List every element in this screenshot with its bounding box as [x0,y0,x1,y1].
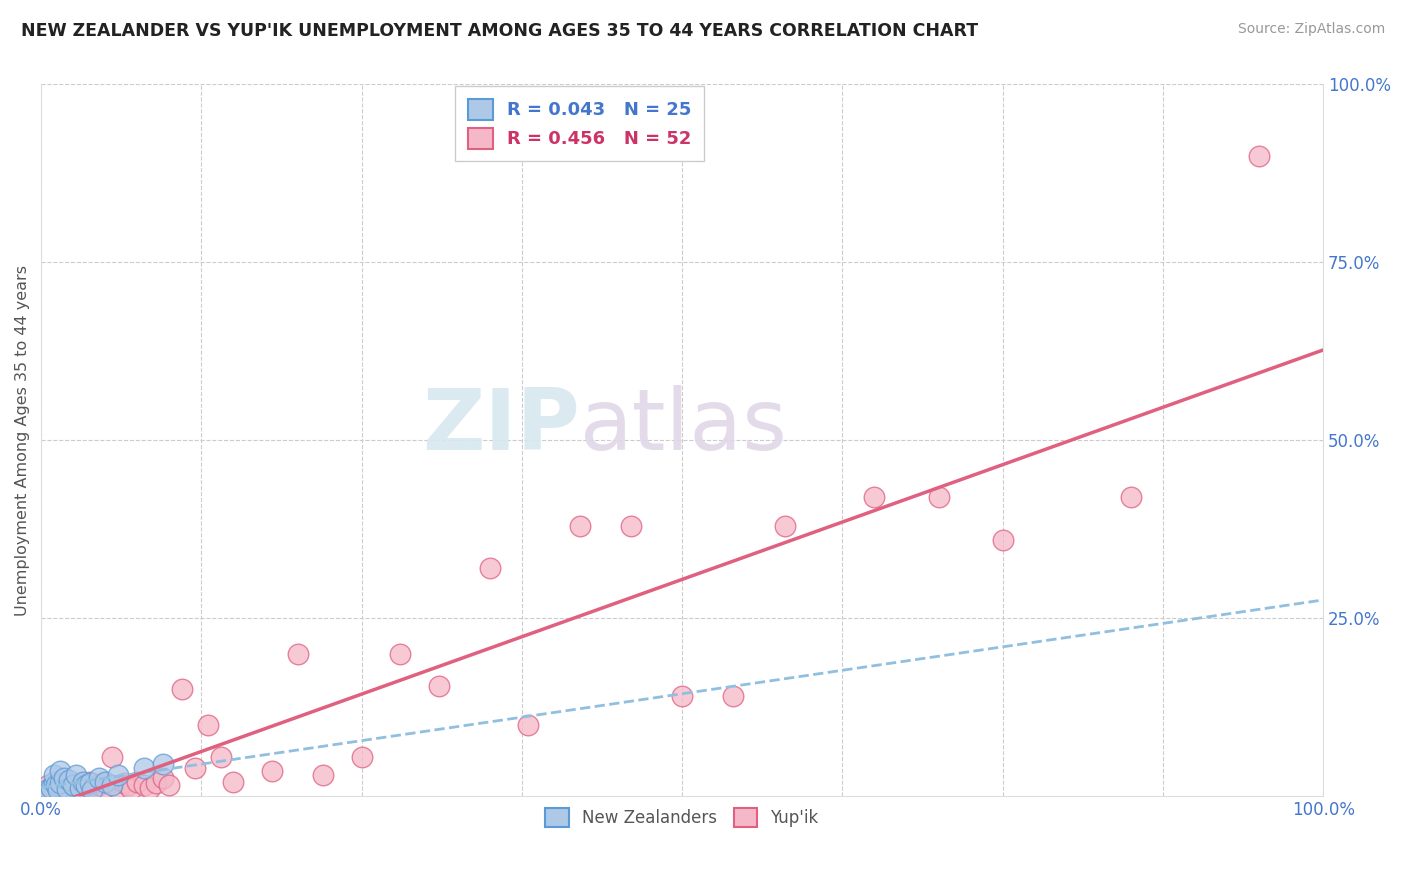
Point [132,779,155,793]
Point [127,775,149,789]
Point [260,764,283,779]
Point [82,781,104,796]
Point [49,783,72,797]
Point [42,775,65,789]
Point [53,772,76,786]
Text: Source: ZipAtlas.com: Source: ZipAtlas.com [1237,22,1385,37]
Point [41,780,63,795]
Point [41,780,63,795]
Point [184,761,207,775]
Point [863,490,886,504]
Point [114,776,136,790]
Text: atlas: atlas [579,384,787,467]
Point [157,779,180,793]
Point [49,764,72,779]
Point [53,779,76,793]
Point [568,518,591,533]
Point [42,768,65,782]
Point [620,518,643,533]
Point [87,779,110,793]
Point [478,561,501,575]
Point [139,780,162,795]
Point [49,776,72,790]
Point [55,780,77,795]
Text: NEW ZEALANDER VS YUP'IK UNEMPLOYMENT AMONG AGES 35 TO 44 YEARS CORRELATION CHART: NEW ZEALANDER VS YUP'IK UNEMPLOYMENT AMO… [21,22,979,40]
Point [55,781,77,796]
Y-axis label: Unemployment Among Ages 35 to 44 years: Unemployment Among Ages 35 to 44 years [15,265,30,615]
Point [58,775,80,789]
Point [62,779,84,793]
Point [75,780,97,795]
Point [145,776,167,790]
Point [107,768,129,782]
Point [79,775,101,789]
Point [350,750,373,764]
Point [45,779,67,793]
Point [66,781,89,796]
Point [39,785,62,799]
Point [107,781,129,796]
Point [69,780,91,795]
Point [37,781,59,796]
Point [94,775,117,789]
Point [152,772,174,786]
Point [312,768,335,782]
Point [132,761,155,775]
Point [152,757,174,772]
Point [72,775,94,789]
Point [1247,148,1270,162]
Text: ZIP: ZIP [422,384,579,467]
Point [100,750,122,764]
Point [91,776,114,790]
Point [94,780,117,795]
Point [389,647,412,661]
Point [120,781,142,796]
Point [773,518,796,533]
Point [58,773,80,788]
Point [79,776,101,790]
Point [991,533,1014,547]
Point [62,779,84,793]
Point [117,779,139,793]
Point [72,779,94,793]
Point [287,647,309,661]
Point [197,718,219,732]
Point [37,779,59,793]
Point [46,783,69,797]
Point [100,779,122,793]
Point [75,779,97,793]
Point [65,768,87,782]
Point [42,781,65,796]
Point [1119,490,1142,504]
Point [517,718,540,732]
Legend: New Zealanders, Yup'ik: New Zealanders, Yup'ik [538,801,825,834]
Point [427,679,450,693]
Point [928,490,950,504]
Point [69,776,91,790]
Point [87,772,110,786]
Point [671,690,693,704]
Point [222,775,245,789]
Point [209,750,232,764]
Point [172,682,194,697]
Point [82,783,104,797]
Point [45,776,67,790]
Point [723,690,745,704]
